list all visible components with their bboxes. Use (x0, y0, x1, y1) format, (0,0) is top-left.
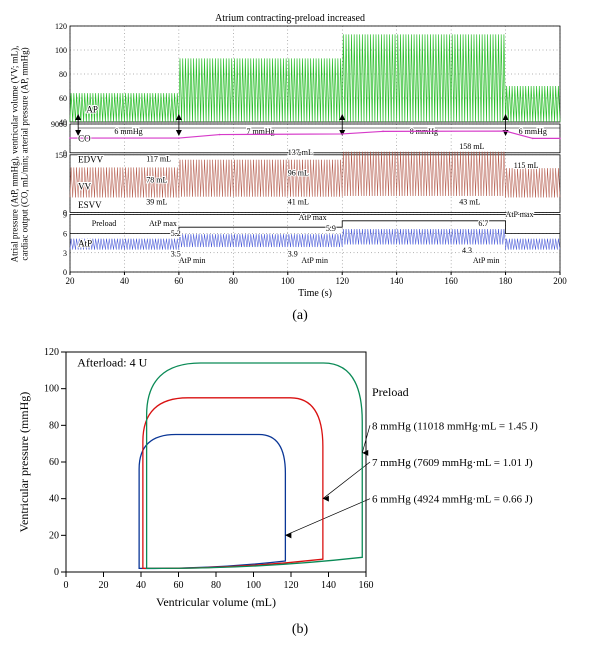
svg-text:40: 40 (49, 494, 59, 505)
svg-text:6 mmHg: 6 mmHg (519, 127, 547, 136)
svg-text:6 mmHg (4924 mmHg·mL = 0.66 J): 6 mmHg (4924 mmHg·mL = 0.66 J) (372, 494, 533, 506)
svg-text:Atrium contracting-preload inc: Atrium contracting-preload increased (215, 13, 365, 24)
svg-text:160: 160 (444, 276, 458, 286)
svg-text:100: 100 (55, 46, 67, 55)
svg-text:39 mL: 39 mL (146, 198, 167, 207)
svg-text:200: 200 (553, 276, 567, 286)
svg-text:AtP max: AtP max (299, 213, 327, 222)
svg-text:4.3: 4.3 (462, 246, 472, 255)
svg-text:Time (s): Time (s) (298, 288, 332, 298)
timeseries-chart: Atrium contracting-preload increased Atri… (10, 10, 570, 298)
svg-text:AP: AP (86, 104, 98, 114)
svg-text:160: 160 (359, 580, 374, 591)
caption-b: (b) (10, 622, 590, 638)
figure-b: 0 20 40 60 80 100 120 140 160 0 20 40 60 80 100 120 Vent… (10, 342, 590, 612)
svg-text:180: 180 (499, 276, 513, 286)
pv-loop-chart: 0 20 40 60 80 100 120 140 160 0 20 40 60 80 100 120 Vent… (10, 342, 590, 612)
svg-text:20: 20 (99, 580, 109, 591)
svg-text:EDVV: EDVV (78, 154, 103, 164)
svg-text:AtP min: AtP min (179, 256, 206, 265)
svg-text:VV: VV (78, 181, 91, 191)
svg-text:120: 120 (55, 22, 67, 31)
svg-text:100: 100 (246, 580, 261, 591)
svg-text:AtP min: AtP min (301, 256, 328, 265)
svg-text:80: 80 (211, 580, 221, 591)
svg-text:Ventricular pressure (mmHg): Ventricular pressure (mmHg) (17, 392, 31, 533)
svg-text:60: 60 (59, 94, 67, 103)
svg-text:43 mL: 43 mL (459, 198, 480, 207)
svg-text:6 mmHg: 6 mmHg (114, 127, 142, 136)
svg-text:ESVV: ESVV (78, 200, 102, 210)
svg-text:Atrial pressure (AtP, mmHg), v: Atrial pressure (AtP, mmHg), ventricular… (10, 46, 29, 263)
svg-text:115 mL: 115 mL (514, 161, 539, 170)
svg-text:20: 20 (49, 530, 59, 541)
svg-text:100: 100 (281, 276, 295, 286)
svg-text:137 mL: 137 mL (288, 148, 313, 157)
figure-a: Atrium contracting-preload increased Atri… (10, 10, 590, 298)
svg-text:0: 0 (54, 567, 59, 578)
svg-text:80: 80 (59, 70, 67, 79)
svg-text:117 mL: 117 mL (146, 155, 171, 164)
svg-text:3: 3 (63, 249, 67, 258)
svg-text:Ventricular volume (mL): Ventricular volume (mL) (156, 595, 276, 609)
svg-text:20: 20 (66, 276, 76, 286)
caption-a: (a) (10, 308, 590, 324)
svg-text:80: 80 (229, 276, 239, 286)
svg-text:Preload: Preload (92, 219, 116, 228)
svg-text:0: 0 (64, 580, 69, 591)
svg-text:60: 60 (174, 276, 184, 286)
svg-text:AtP: AtP (78, 238, 92, 248)
svg-text:Preload: Preload (372, 385, 409, 399)
svg-text:96 mL: 96 mL (288, 169, 309, 178)
svg-text:120: 120 (44, 347, 59, 358)
svg-text:120: 120 (335, 276, 349, 286)
svg-text:40: 40 (136, 580, 146, 591)
svg-text:78 mL: 78 mL (146, 175, 167, 184)
svg-text:5.2: 5.2 (171, 229, 181, 238)
svg-text:8 mmHg (11018 mmHg·mL = 1.45 J: 8 mmHg (11018 mmHg·mL = 1.45 J) (372, 420, 538, 432)
svg-text:150: 150 (55, 151, 67, 160)
svg-text:120: 120 (284, 580, 299, 591)
svg-text:3.9: 3.9 (288, 250, 298, 259)
svg-text:140: 140 (390, 276, 404, 286)
svg-text:9000: 9000 (51, 120, 67, 129)
svg-text:CO: CO (78, 133, 91, 143)
svg-text:60: 60 (49, 457, 59, 468)
svg-text:100: 100 (44, 384, 59, 395)
svg-text:9: 9 (63, 210, 67, 219)
svg-text:AtP max: AtP max (506, 210, 534, 219)
svg-text:Afterload: 4 U: Afterload: 4 U (77, 356, 147, 370)
svg-text:80: 80 (49, 420, 59, 431)
svg-text:158 mL: 158 mL (459, 142, 484, 151)
svg-text:41 mL: 41 mL (288, 198, 309, 207)
svg-text:40: 40 (120, 276, 130, 286)
svg-text:7 mmHg (7609 mmHg·mL = 1.01 J): 7 mmHg (7609 mmHg·mL = 1.01 J) (372, 457, 533, 469)
svg-text:140: 140 (321, 580, 336, 591)
svg-text:6: 6 (63, 230, 67, 239)
svg-text:6.7: 6.7 (478, 219, 488, 228)
svg-text:AtP max: AtP max (149, 219, 177, 228)
svg-text:AtP min: AtP min (473, 256, 500, 265)
svg-text:5.9: 5.9 (326, 224, 336, 233)
svg-text:60: 60 (174, 580, 184, 591)
